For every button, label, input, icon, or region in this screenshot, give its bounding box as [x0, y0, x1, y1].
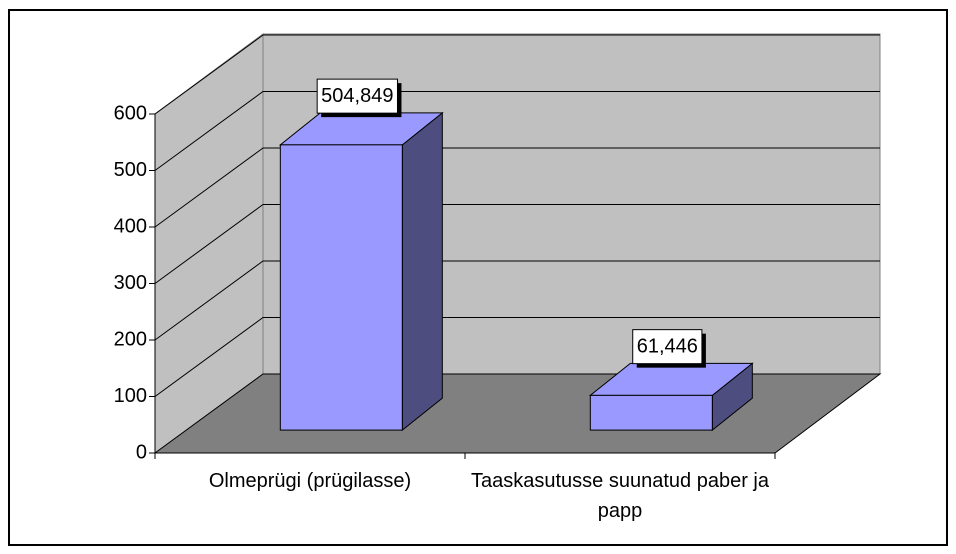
value-label-box — [632, 329, 703, 365]
bar — [279, 144, 403, 431]
grid-line — [154, 147, 880, 228]
bar — [589, 394, 713, 431]
y-tick-label: 400 — [114, 215, 147, 237]
bar-side — [401, 111, 443, 432]
y-tick-label: 0 — [136, 441, 147, 463]
bars: 504,849 61,446 — [278, 78, 754, 432]
grid-line — [154, 91, 880, 171]
grid-line — [154, 260, 880, 341]
y-tick-label: 100 — [114, 385, 147, 407]
value-label-box — [316, 78, 398, 114]
y-tick-label: 600 — [114, 102, 147, 124]
grid — [154, 34, 880, 397]
value-label: 61,446 — [637, 336, 698, 358]
value-label: 504,849 — [321, 85, 393, 107]
y-tick-label: 200 — [114, 328, 147, 350]
grid-line — [154, 317, 880, 397]
y-tick-label: 500 — [114, 159, 147, 181]
x-tick-label: Taaskasutusse suunatud paber ja papp — [471, 470, 769, 522]
x-tick-label: Olmeprügi (prügilasse) — [208, 470, 412, 492]
grid-line — [154, 34, 880, 115]
floor — [153, 373, 882, 454]
grid-line — [154, 204, 880, 284]
y-tick-label: 300 — [114, 272, 147, 294]
